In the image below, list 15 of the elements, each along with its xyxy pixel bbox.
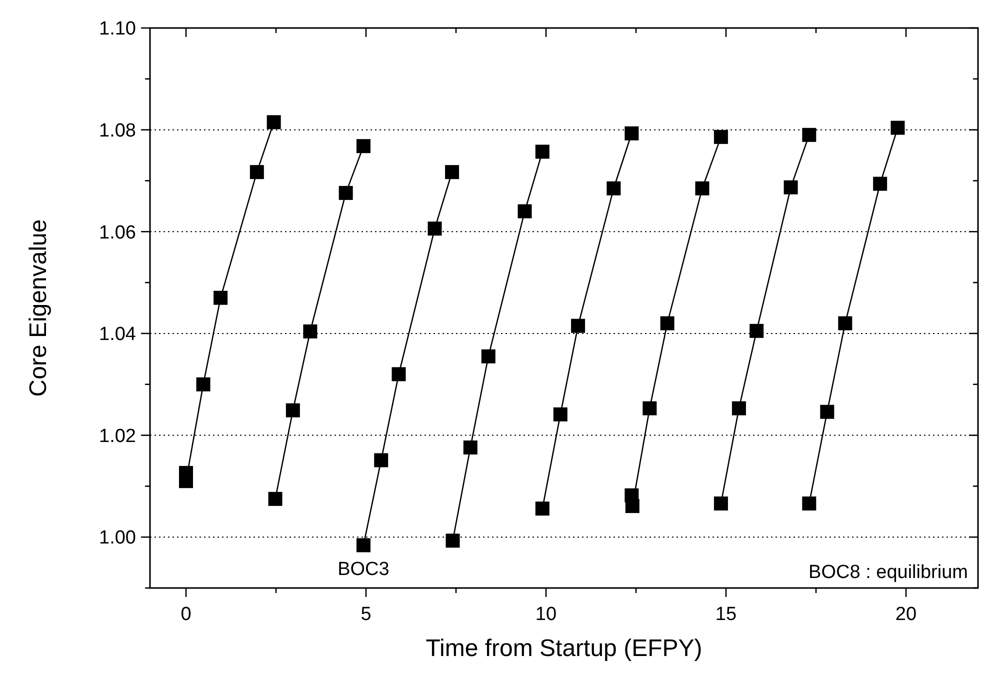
y-tick-label: 1.10 [99,18,136,40]
y-tick-label: 1.00 [99,528,136,549]
y-tick-label: 1.02 [99,426,136,447]
x-tick-label: 10 [535,604,557,625]
x-axis-title: Time from Startup (EFPY) [426,635,702,662]
y-axis-title: Core Eigenvalue [25,219,52,397]
x-tick-label: 5 [360,604,372,625]
annotation: BOC8 : equilibrium [808,562,968,583]
y-tick-label: 1.04 [99,324,136,346]
y-tick-label: 1.08 [99,120,136,142]
y-tick-label: 1.06 [99,222,136,244]
annotation: BOC3 [338,559,390,580]
x-tick-label: 15 [715,604,737,625]
x-tick-label: 0 [180,604,192,625]
x-tick-label: 20 [895,604,917,625]
